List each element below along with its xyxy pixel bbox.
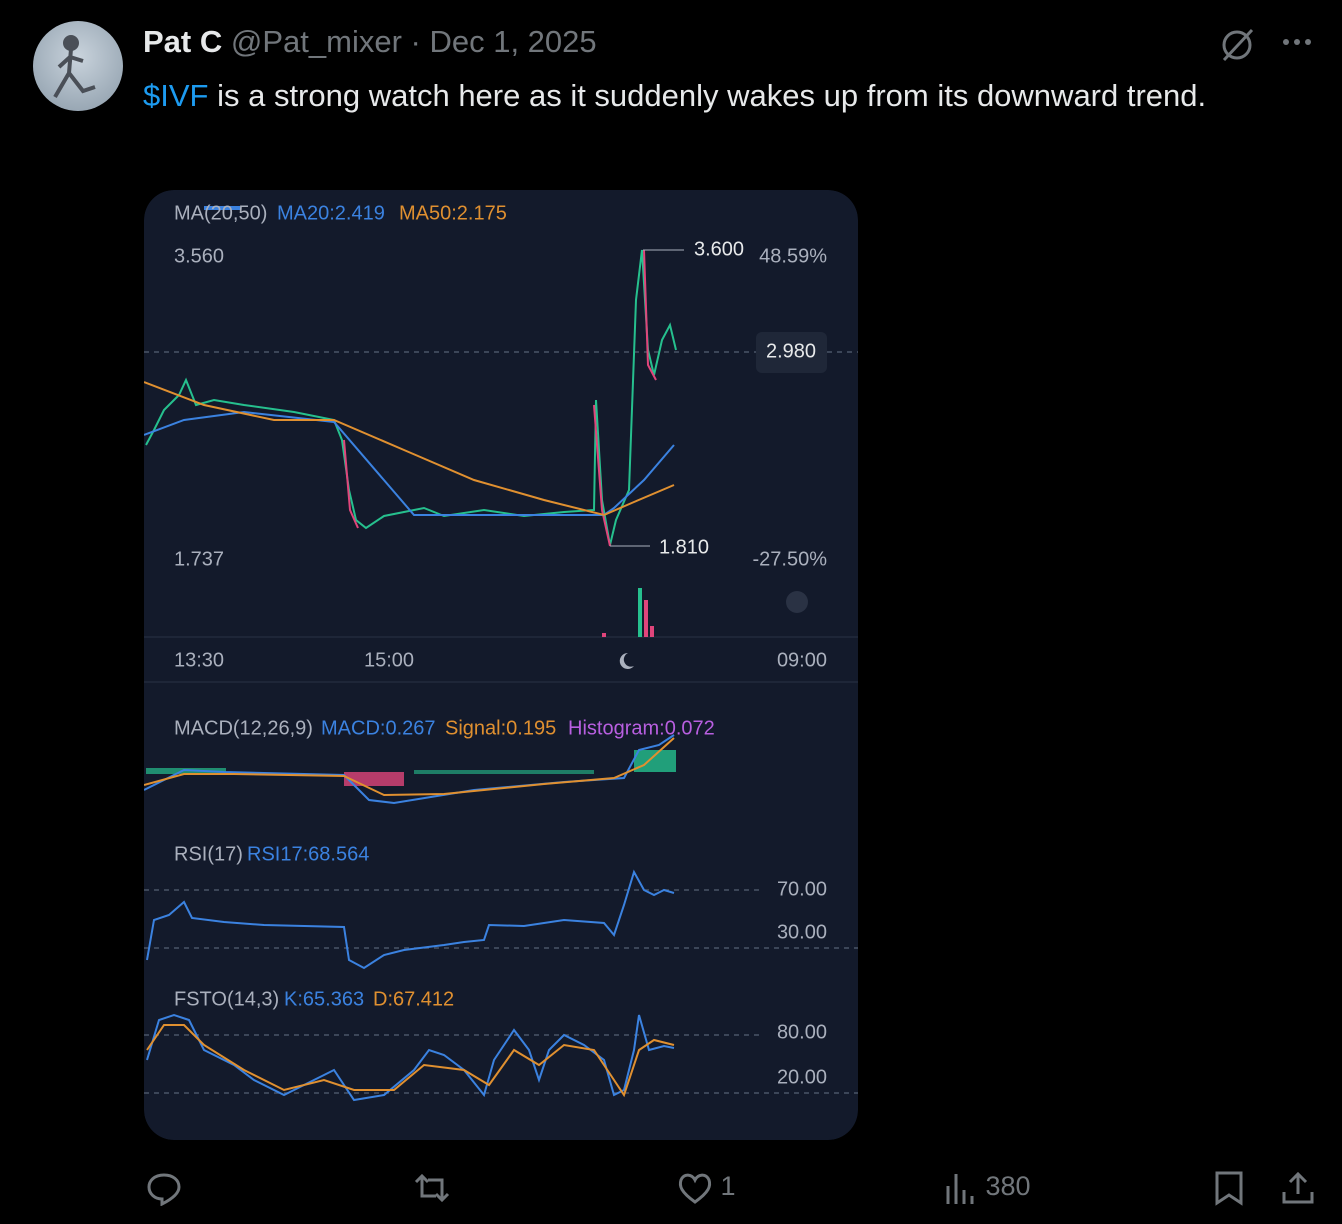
ma50-value: MA50:2.175	[399, 202, 507, 224]
moon-icon	[619, 652, 634, 669]
grok-icon[interactable]	[1218, 26, 1258, 66]
share-button[interactable]	[1280, 1170, 1316, 1206]
guide-lines	[144, 351, 858, 1094]
signal-line	[144, 737, 675, 797]
fsto-d-line	[146, 1024, 675, 1098]
fsto-k-value: K:65.363	[284, 988, 364, 1010]
like-count: 1	[720, 1171, 736, 1202]
high-marker: 3.600	[694, 238, 744, 260]
ma50-line	[144, 381, 675, 517]
post-text: $IVF is a strong watch here as it sudden…	[143, 73, 1273, 118]
time-label: 13:30	[174, 649, 224, 671]
rsi-label: RSI(17)	[174, 843, 243, 865]
like-button[interactable]: 1	[677, 1170, 736, 1206]
ma-label: MA(20,50)	[174, 202, 267, 224]
last-price-box	[756, 332, 827, 373]
low-marker: 1.810	[659, 536, 709, 558]
ma20-line	[144, 410, 675, 516]
avatar-figure	[53, 35, 96, 99]
macd-label: MACD(12,26,9)	[174, 717, 313, 739]
separator: ·	[410, 24, 421, 59]
fsto-level: 80.00	[777, 1021, 827, 1043]
time-label: 15:00	[364, 649, 414, 671]
chart-image[interactable]: MA(20,50) MA20:2.419 MA50:2.175 3.560 3.…	[144, 190, 858, 1140]
price-candles	[145, 249, 677, 546]
ma20-value: MA20:2.419	[277, 202, 385, 224]
macd-value: MACD:0.267	[321, 717, 436, 739]
fsto-level: 20.00	[777, 1066, 827, 1088]
last-price: 2.980	[766, 340, 816, 362]
author-handle[interactable]: @Pat_mixer	[230, 24, 402, 59]
rsi-level: 70.00	[777, 878, 827, 900]
macd-line	[144, 734, 675, 805]
price-candles-down	[343, 249, 657, 547]
chart-background	[144, 190, 858, 1140]
view-count: 380	[985, 1171, 1031, 1202]
post-header: Pat C @Pat_mixer · Dec 1, 2025	[143, 24, 597, 60]
low-pct: -27.50%	[753, 548, 828, 570]
rsi-level: 30.00	[777, 921, 827, 943]
histogram-value: Histogram:0.072	[568, 717, 715, 739]
time-label: 09:00	[777, 649, 827, 671]
high-pct: 48.59%	[759, 245, 827, 267]
rsi-value: RSI17:68.564	[247, 843, 369, 865]
price-bottom: 1.737	[174, 548, 224, 570]
signal-value: Signal:0.195	[445, 717, 556, 739]
cashtag[interactable]: $IVF	[143, 78, 209, 113]
views-button[interactable]: 380	[944, 1170, 1031, 1206]
bookmark-button[interactable]	[1212, 1170, 1246, 1206]
more-icon[interactable]	[1280, 34, 1316, 50]
reply-button[interactable]	[146, 1170, 182, 1207]
price-top: 3.560	[174, 245, 224, 267]
fsto-d-value: D:67.412	[373, 988, 454, 1010]
post-date[interactable]: Dec 1, 2025	[429, 24, 597, 59]
author-name[interactable]: Pat C	[143, 24, 223, 59]
volume-bars	[602, 588, 654, 637]
rsi-line	[146, 869, 675, 970]
repost-button[interactable]	[412, 1170, 452, 1206]
post-body: is a strong watch here as it suddenly wa…	[217, 78, 1207, 113]
fsto-label: FSTO(14,3)	[174, 988, 279, 1010]
avatar[interactable]	[33, 21, 123, 111]
refresh-button[interactable]	[786, 591, 808, 613]
